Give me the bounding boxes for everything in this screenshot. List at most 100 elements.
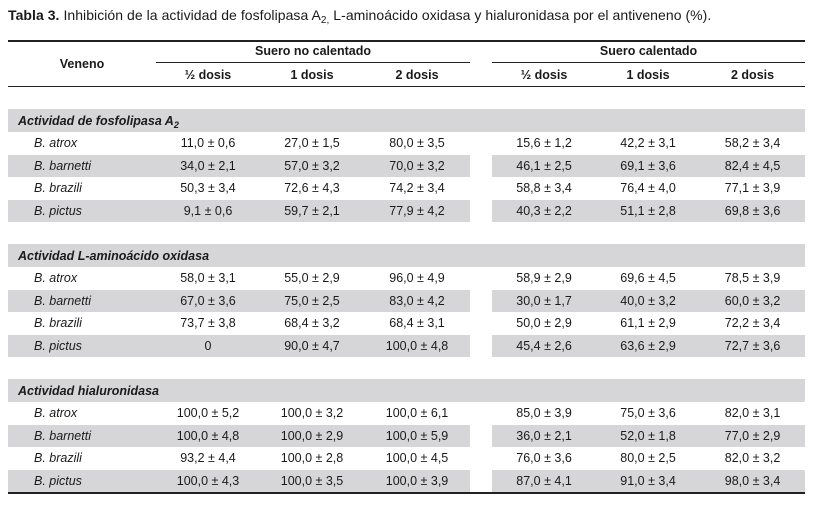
group-gap [470,199,493,222]
column-header-veneno: Veneno [8,41,156,87]
value-cell: 73,7 ± 3,8 [180,316,236,331]
value-cell: 91,0 ± 3,4 [596,469,701,493]
caption-label: Tabla 3. [8,7,60,23]
value-cell: 75,0 ± 3,6 [620,406,676,421]
value-cell: 50,3 ± 3,4 [180,181,236,196]
section-title-text: Actividad L-aminoácido oxidasa [18,248,210,263]
table-row: B. atrox 58,0 ± 3,1 55,0 ± 2,9 96,0 ± 4,9 58… [8,267,805,290]
value-cell: 77,9 ± 4,2 [364,199,471,222]
table-caption: Tabla 3. Inhibición de la actividad de f… [8,7,712,26]
value-cell: 82,0 ± 3,1 [724,406,781,421]
value-cell: 82,0 ± 3,2 [724,451,781,466]
group-gap [470,177,493,200]
value-cell: 90,0 ± 4,7 [260,334,364,357]
results-table-wrapper: Veneno Suero no calentado Suero calentad… [8,40,806,494]
table-row: B. brazili 50,3 ± 3,4 72,6 ± 4,3 74,2 ± 3,4… [8,177,805,200]
group-header-heated: Suero calentado [492,41,806,64]
value-cell: 46,1 ± 2,5 [492,154,597,177]
value-cell: 76,0 ± 3,6 [516,451,572,466]
value-cell: 51,1 ± 2,8 [596,199,701,222]
species-name: B. atrox [34,271,78,286]
value-cell: 69,1 ± 3,6 [596,154,701,177]
value-cell: 57,0 ± 3,2 [260,154,364,177]
value-cell: 9,1 ± 0,6 [156,199,260,222]
section-header-row: Actividad L-aminoácido oxidasa [8,244,806,267]
value-cell: 85,0 ± 3,9 [516,406,572,421]
table-row: B. barnetti 34,0 ± 2,1 57,0 ± 3,2 70,0 ± 3,… [8,154,806,177]
species-name: B. brazili [34,316,82,331]
group-gap [470,447,493,470]
spacer-cell [8,222,805,244]
value-cell: 100,0 ± 6,1 [385,406,449,421]
value-cell: 96,0 ± 4,9 [389,271,445,286]
section-title-text: Actividad hialuronidasa [18,383,160,398]
caption-subscript: 2, [320,15,330,26]
section-title: Actividad L-aminoácido oxidasa [8,244,806,267]
value-cell: 52,0 ± 1,8 [596,424,701,447]
section-title-text: Actividad de fosfolipasa A [18,113,174,128]
table-row: B. barnetti 67,0 ± 3,6 75,0 ± 2,5 83,0 ± 4,… [8,289,806,312]
group-gap [470,132,493,155]
value-cell: 100,0 ± 3,5 [260,469,364,493]
species-name: B. brazili [34,181,82,196]
value-cell: 76,4 ± 4,0 [620,181,676,196]
value-cell: 11,0 ± 0,6 [180,136,236,151]
value-cell: 72,7 ± 3,6 [700,334,806,357]
table-row: B. atrox 11,0 ± 0,6 27,0 ± 1,5 80,0 ± 3,5 15… [8,132,805,155]
value-cell: 100,0 ± 3,2 [280,406,344,421]
header-row-groups: Veneno Suero no calentado Suero calentad… [8,41,806,87]
value-cell: 58,9 ± 2,9 [516,271,572,286]
table-row: B. barnetti 100,0 ± 4,8 100,0 ± 2,9 100,0 ±… [8,424,806,447]
column-header-dose: 1 dosis [596,64,701,87]
table-row: B. pictus 0 90,0 ± 4,7 100,0 ± 4,8 45,4 ± 2,… [8,334,806,357]
value-cell: 100,0 ± 4,5 [385,451,449,466]
species-name: B. atrox [34,406,78,421]
species-name: B. pictus [8,199,156,222]
value-cell: 69,6 ± 4,5 [620,271,676,286]
value-cell: 100,0 ± 5,9 [364,424,471,447]
group-gap [470,289,493,312]
value-cell: 75,0 ± 2,5 [260,289,364,312]
caption-text: Inhibición de la actividad de fosfolipas… [59,7,321,23]
value-cell: 58,0 ± 3,1 [180,271,236,286]
value-cell: 100,0 ± 2,9 [260,424,364,447]
species-name: B. barnetti [8,154,156,177]
value-cell: 100,0 ± 5,2 [176,406,240,421]
group-gap [470,334,493,357]
caption-text-tail: L-aminoácido oxidasa y hialuronidasa por… [329,7,712,23]
results-table: Veneno Suero no calentado Suero calentad… [8,40,806,494]
species-name: B. atrox [34,136,78,151]
species-name: B. pictus [8,334,156,357]
spacer-cell [8,87,805,110]
group-gap [470,64,493,87]
value-cell: 45,4 ± 2,6 [492,334,597,357]
column-header-dose: 2 dosis [700,64,806,87]
section-spacer [8,357,805,379]
column-header-dose: 1 dosis [260,64,364,87]
value-cell: 77,1 ± 3,9 [724,181,781,196]
value-cell: 34,0 ± 2,1 [156,154,260,177]
section-title: Actividad hialuronidasa [8,379,806,402]
table-row: B. atrox 100,0 ± 5,2 100,0 ± 3,2 100,0 ± 6,… [8,402,805,425]
spacer-cell [8,357,805,379]
value-cell: 83,0 ± 4,2 [364,289,471,312]
section-title-subscript: 2 [173,119,179,130]
table-row: B. brazili 73,7 ± 3,8 68,4 ± 3,2 68,4 ± 3,1… [8,312,805,335]
group-header-heated-label: Suero calentado [492,44,806,63]
value-cell: 60,0 ± 3,2 [700,289,806,312]
value-cell: 68,4 ± 3,2 [284,316,340,331]
section-spacer [8,222,805,244]
section-header-row: Actividad hialuronidasa [8,379,806,402]
group-gap [470,469,493,493]
value-cell: 58,2 ± 3,4 [724,136,781,151]
value-cell: 80,0 ± 2,5 [620,451,676,466]
value-cell: 72,6 ± 4,3 [284,181,340,196]
group-gap [470,312,493,335]
group-gap [470,267,493,290]
header-row-doses: ½ dosis 1 dosis 2 dosis ½ dosis 1 dosis … [8,64,806,87]
value-cell: 100,0 ± 3,9 [364,469,471,493]
value-cell: 72,2 ± 3,4 [724,316,781,331]
value-cell: 87,0 ± 4,1 [492,469,597,493]
table-row: B. pictus 100,0 ± 4,3 100,0 ± 3,5 100,0 ± 3… [8,469,806,493]
group-header-unheated: Suero no calentado [156,41,471,64]
